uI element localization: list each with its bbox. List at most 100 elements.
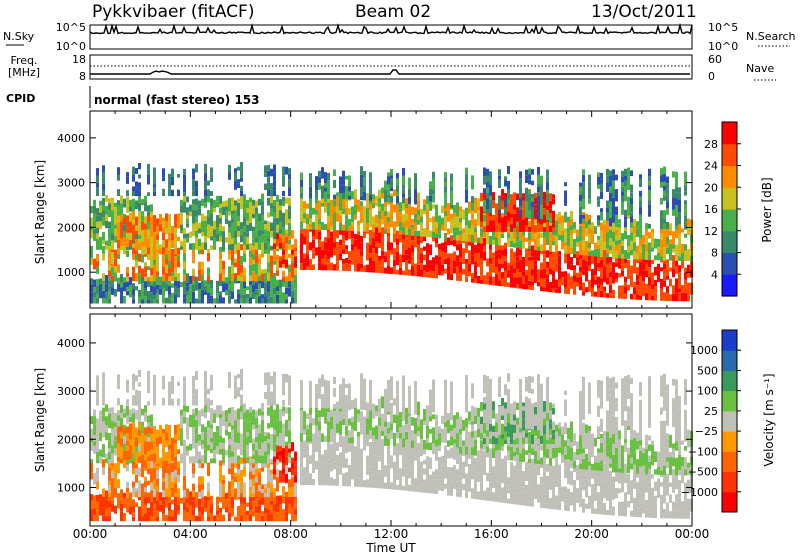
power-cell — [300, 205, 303, 214]
velocity-cell — [174, 439, 177, 444]
power-cell — [435, 209, 438, 216]
velocity-cell — [93, 477, 96, 485]
velocity-cell — [300, 473, 303, 478]
power-cell — [639, 222, 642, 229]
power-colorbar-tick-label: 4 — [711, 268, 718, 281]
power-cell — [432, 216, 435, 223]
velocity-cell — [141, 468, 144, 478]
power-cell — [324, 242, 327, 250]
power-ytick-label: 4000 — [57, 132, 85, 145]
power-cell — [369, 172, 372, 179]
velocity-cell — [372, 475, 375, 482]
power-cell — [588, 265, 591, 272]
velocity-cell — [204, 426, 207, 433]
power-cell — [204, 215, 207, 221]
power-cell — [252, 226, 255, 232]
power-cell — [282, 249, 285, 255]
power-cell — [369, 244, 372, 253]
power-cell — [153, 273, 156, 282]
power-cell — [591, 222, 594, 230]
velocity-cell — [144, 481, 147, 488]
velocity-cell — [411, 458, 414, 467]
power-cell — [156, 252, 159, 257]
velocity-cell — [240, 470, 243, 480]
velocity-cell — [303, 449, 306, 458]
power-cell — [522, 284, 525, 289]
power-cell — [603, 290, 606, 298]
velocity-cell — [267, 501, 270, 510]
power-cell — [354, 209, 357, 215]
power-cell — [288, 272, 291, 282]
power-cell — [492, 264, 495, 273]
velocity-cell — [264, 372, 267, 381]
velocity-cell — [123, 498, 126, 509]
power-cell — [423, 228, 426, 237]
power-cell — [369, 219, 372, 228]
velocity-cell — [177, 488, 180, 498]
power-cell — [132, 299, 135, 304]
velocity-cell — [396, 458, 399, 466]
velocity-cell — [465, 454, 468, 462]
velocity-cell — [267, 384, 270, 391]
power-cell — [498, 258, 501, 264]
power-cell — [639, 190, 642, 197]
power-cell — [228, 246, 231, 255]
power-cell — [450, 219, 453, 225]
power-cell — [444, 199, 447, 208]
velocity-cell — [141, 426, 144, 434]
velocity-cell — [390, 376, 393, 384]
power-cell — [126, 272, 129, 277]
power-cell — [243, 236, 246, 245]
power-cell — [546, 209, 549, 215]
power-cell — [615, 257, 618, 263]
power-cell — [234, 258, 237, 263]
power-cell — [675, 187, 678, 193]
power-cell — [468, 201, 471, 210]
power-cell — [588, 280, 591, 285]
power-cell — [207, 189, 210, 196]
power-cell — [672, 268, 675, 278]
power-cell — [618, 227, 621, 237]
nave-tick-right-high: 60 — [708, 53, 722, 66]
power-cell — [336, 212, 339, 222]
power-cell — [309, 181, 312, 187]
velocity-cell — [348, 443, 351, 452]
power-cell — [321, 250, 324, 259]
velocity-cell — [396, 442, 399, 452]
power-cell — [471, 175, 474, 182]
velocity-cell — [321, 412, 324, 417]
power-cell — [117, 167, 120, 176]
power-cell — [618, 223, 621, 228]
power-cell — [369, 229, 372, 237]
velocity-cell — [264, 488, 267, 493]
power-cell — [555, 279, 558, 289]
power-cell — [285, 229, 288, 237]
power-cell — [186, 196, 189, 203]
power-cell — [420, 227, 423, 232]
power-cell — [516, 241, 519, 248]
velocity-cell — [468, 469, 471, 479]
power-cell — [210, 167, 213, 174]
velocity-cell — [435, 426, 438, 434]
power-cell — [564, 254, 567, 264]
power-cell — [672, 244, 675, 249]
velocity-cell — [399, 412, 402, 419]
velocity-cell — [153, 444, 156, 454]
power-cell — [342, 176, 345, 185]
power-cell — [279, 256, 282, 261]
power-cell — [579, 186, 582, 195]
power-cell — [147, 205, 150, 212]
velocity-cell — [165, 451, 168, 461]
velocity-cell — [249, 464, 252, 472]
velocity-cell — [333, 388, 336, 397]
power-cell — [645, 263, 648, 271]
velocity-cell — [138, 429, 141, 436]
velocity-cell — [192, 382, 195, 388]
power-cell — [681, 228, 684, 233]
power-cell — [621, 257, 624, 265]
power-cell — [192, 291, 195, 299]
velocity-cell — [114, 505, 117, 514]
velocity-cell — [96, 494, 99, 502]
power-cell — [237, 275, 240, 282]
power-cell — [234, 299, 237, 304]
